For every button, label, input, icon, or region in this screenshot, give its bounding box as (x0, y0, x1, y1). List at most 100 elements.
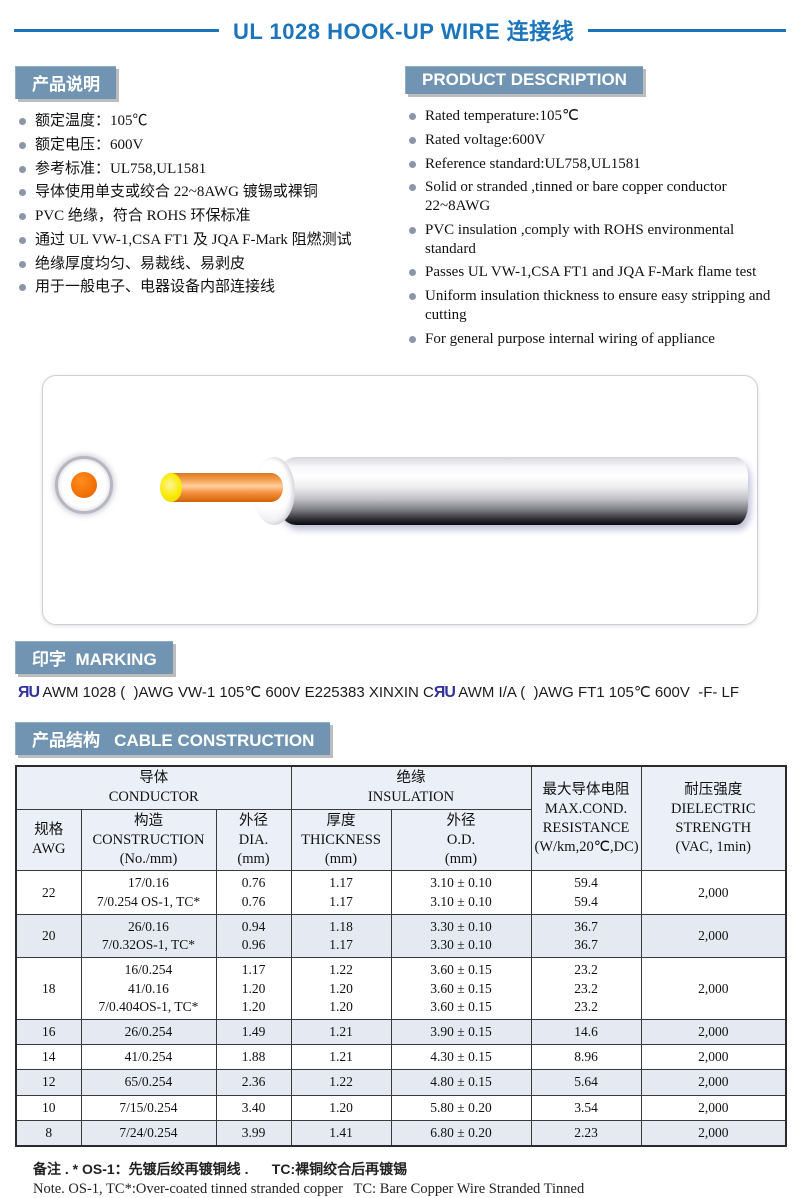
table-cell: 1.49 (215, 1018, 292, 1046)
table-cell: 3.99 (215, 1119, 292, 1147)
wire-cross-section-icon (55, 456, 113, 515)
bullet-icon (409, 335, 416, 343)
page-title: UL 1028 HOOK-UP WIRE 连接线 (233, 19, 575, 44)
marking-text: ЯU AWM 1028 ( )AWG VW-1 105℃ 600V E22538… (18, 683, 800, 702)
table-cell: 3.40 (215, 1094, 292, 1121)
column-header: 厚度 THICKNESS (mm) (290, 808, 392, 872)
table-cell: 1.22 1.20 1.20 (290, 957, 392, 1020)
table-cell: 5.80 ± 0.20 (390, 1094, 532, 1121)
table-cell: 1.17 1.20 1.20 (215, 957, 292, 1020)
title-row: UL 1028 HOOK-UP WIRE 连接线 (14, 14, 786, 46)
bullet-icon (19, 284, 26, 292)
bullet-icon (409, 113, 416, 120)
title-rule-left (14, 28, 219, 32)
list-item-text: Solid or stranded ,tinned or bare copper… (425, 179, 727, 214)
list-item: 参考标准：UL758,UL1581 (17, 160, 405, 179)
bullet-icon (19, 213, 26, 220)
table-cell: 10 (15, 1094, 82, 1121)
list-item-text: PVC 绝缘，符合 ROHS 环保标准 (35, 208, 251, 224)
bullet-icon (409, 293, 416, 300)
list-item: Passes UL VW-1,CSA FT1 and JQA F-Mark fl… (407, 263, 785, 282)
table-cell: 2,000 (640, 1119, 787, 1147)
table-cell: 3.54 (530, 1094, 642, 1121)
list-item-text: 通过 UL VW-1,CSA FT1 及 JQA F-Mark 阻燃测试 (35, 231, 352, 248)
list-item: Solid or stranded ,tinned or bare copper… (407, 178, 785, 216)
note-en: Note. OS-1, TC*:Over-coated tinned stran… (33, 1181, 585, 1198)
cable-construction-section: 产品结构 CABLE CONSTRUCTION 导体 CONDUCTOR 绝缘 I… (15, 722, 800, 1198)
table-cell: 8.96 (530, 1044, 642, 1071)
table-cell: 0.94 0.96 (215, 913, 292, 959)
column-header: 耐压强度 DIELECTRIC STRENGTH (VAC, 1min) (640, 765, 787, 872)
table-cell: 2.23 (530, 1119, 642, 1147)
table-cell: 1.88 (215, 1044, 292, 1071)
table-cell: 8 (15, 1119, 82, 1147)
table-cell: 1.21 (290, 1018, 392, 1046)
table-row: 16 26/0.254 1.49 1.21 3.90 ± 0.15 14.6 2,000 (15, 1018, 787, 1046)
list-item-text: Reference standard:UL758,UL1581 (425, 155, 641, 172)
table-cell: 12 (15, 1069, 82, 1096)
table-cell: 2,000 (640, 1094, 787, 1121)
product-description-en-list: Rated temperature:105℃ Rated voltage:600V… (407, 107, 785, 348)
table-cell: 18 (15, 957, 82, 1020)
table-cell: 2,000 (640, 1069, 787, 1096)
list-item-text: Rated voltage:600V (425, 131, 546, 148)
product-description-en-section: PRODUCT DESCRIPTION Rated temperature:10… (405, 66, 785, 353)
list-item: PVC insulation ,comply with ROHS environ… (407, 221, 785, 259)
cul-recognized-icon: ЯU (433, 684, 456, 702)
list-item-text: 绝缘厚度均匀、易裁线、易剥皮 (35, 255, 246, 272)
table-cell: 14 (15, 1044, 82, 1071)
ul-recognized-icon: ЯU (18, 684, 40, 702)
table-row: 10 7/15/0.254 3.40 1.20 5.80 ± 0.20 3.54 2,000 (15, 1094, 787, 1121)
list-item: PVC 绝缘，符合 ROHS 环保标准 (17, 207, 405, 226)
table-row: 20 26/0.16 7/0.32OS-1, TC* 0.94 0.96 1.18 1… (15, 913, 787, 959)
table-cell: 1.22 (290, 1069, 392, 1096)
product-description-cn-section: 产品说明 额定温度：105℃ 额定电压：600V 参考标准：UL758,UL1581… (15, 66, 405, 353)
table-cell: 0.76 0.76 (215, 870, 292, 915)
bullet-icon (19, 141, 26, 149)
list-item-text: Passes UL VW-1,CSA FT1 and JQA F-Mark fl… (425, 264, 757, 281)
list-item: 额定电压：600V (17, 136, 405, 155)
bullet-icon (409, 184, 416, 192)
table-cell: 26/0.16 7/0.32OS-1, TC* (80, 913, 217, 959)
table-cell: 41/0.254 (80, 1044, 217, 1071)
table-row: 18 16/0.254 41/0.16 7/0.404OS-1, TC* 1.17 … (15, 957, 787, 1020)
table-cell: 36.7 36.7 (530, 913, 642, 959)
list-item-text: 导体使用单支或绞合 22~8AWG 镀锡或裸铜 (35, 184, 318, 201)
table-cell: 22 (15, 870, 82, 915)
marking-text-part2: AWM I/A ( )AWG FT1 105℃ 600V -F- LF (454, 684, 740, 702)
list-item: 用于一般电子、电器设备内部连接线 (17, 278, 405, 297)
table-cell: 4.30 ± 0.15 (390, 1044, 532, 1071)
table-body: 22 17/0.16 7/0.254 OS-1, TC* 0.76 0.76 1.17… (15, 870, 787, 1147)
list-item-text: Uniform insulation thickness to ensure e… (425, 288, 771, 323)
table-cell: 3.60 ± 0.15 3.60 ± 0.15 3.60 ± 0.15 (390, 957, 532, 1020)
marking-badge: 印字 MARKING (15, 641, 173, 675)
table-cell: 16/0.254 41/0.16 7/0.404OS-1, TC* (80, 957, 217, 1020)
table-cell: 3.30 ± 0.10 3.30 ± 0.10 (390, 913, 532, 959)
column-group-header: 导体 CONDUCTOR (15, 765, 292, 810)
table-row: 22 17/0.16 7/0.254 OS-1, TC* 0.76 0.76 1.17… (15, 870, 787, 915)
title-rule-right (588, 28, 786, 32)
table-cell: 16 (15, 1018, 82, 1046)
table-cell: 6.80 ± 0.20 (390, 1119, 532, 1147)
table-cell: 1.21 (290, 1044, 392, 1071)
column-group-header: 绝缘 INSULATION (290, 765, 532, 810)
description-columns: 产品说明 额定温度：105℃ 额定电压：600V 参考标准：UL758,UL1581… (15, 66, 785, 353)
table-cell: 14.6 (530, 1018, 642, 1046)
list-item-text: 额定温度：105℃ (35, 113, 148, 129)
list-item: For general purpose internal wiring of a… (407, 330, 785, 349)
table-cell: 7/15/0.254 (80, 1094, 217, 1121)
column-header: 规格 AWG (15, 808, 82, 872)
list-item-text: 额定电压：600V (35, 136, 144, 153)
cable-construction-badge: 产品结构 CABLE CONSTRUCTION (15, 722, 331, 756)
table-cell: 7/24/0.254 (80, 1119, 217, 1147)
bullet-icon (409, 226, 416, 234)
product-description-cn-list: 额定温度：105℃ 额定电压：600V 参考标准：UL758,UL1581 导体使用单… (17, 112, 405, 297)
table-cell: 3.10 ± 0.10 3.10 ± 0.10 (390, 870, 532, 915)
list-item-text: For general purpose internal wiring of a… (425, 330, 715, 347)
cable-construction-table: 导体 CONDUCTOR 绝缘 INSULATION 最大导体电阻 MAX.COND… (15, 765, 788, 1148)
table-cell: 23.2 23.2 23.2 (530, 957, 642, 1020)
table-cell: 20 (15, 913, 82, 959)
list-item-text: PVC insulation ,comply with ROHS environ… (425, 221, 735, 257)
bullet-icon (19, 189, 26, 197)
table-cell: 1.41 (290, 1119, 392, 1147)
